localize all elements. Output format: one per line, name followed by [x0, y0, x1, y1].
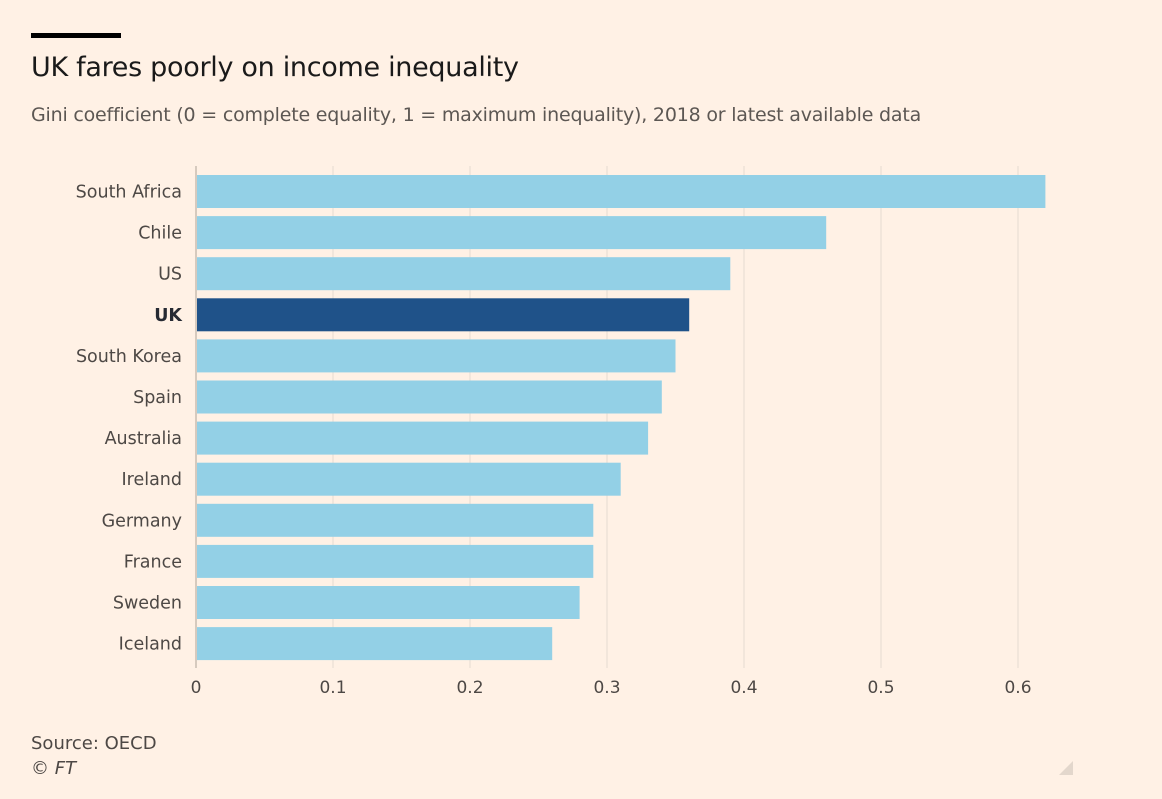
- copyright-credit: © FT: [31, 758, 77, 779]
- bar: [197, 298, 690, 332]
- category-label: Germany: [102, 511, 182, 531]
- x-tick-label: 0.2: [456, 678, 483, 698]
- category-label: France: [124, 552, 182, 572]
- bar-chart: South Africa Chile US UK South Korea Spain Aus…: [76, 166, 1046, 698]
- category-label: Iceland: [119, 635, 182, 655]
- bar: [197, 544, 594, 578]
- category-label: US: [158, 265, 182, 285]
- x-tick-label: 0.6: [1004, 678, 1031, 698]
- bar: [197, 421, 649, 455]
- bar: [197, 175, 1046, 208]
- category-label: Ireland: [121, 470, 182, 490]
- category-label: Spain: [133, 388, 182, 408]
- category-label: UK: [154, 306, 183, 326]
- chart-title: UK fares poorly on income inequality: [31, 52, 519, 83]
- source-note: Source: OECD: [31, 733, 157, 754]
- x-tick-label: 0.5: [867, 678, 894, 698]
- x-tick-label: 0.4: [730, 678, 757, 698]
- bar: [197, 586, 580, 619]
- category-label: Sweden: [113, 594, 182, 614]
- resize-handle-icon[interactable]: [1059, 761, 1073, 775]
- bar: [197, 257, 731, 291]
- category-label: Australia: [105, 429, 182, 449]
- x-tick-label: 0.3: [593, 678, 620, 698]
- bar: [197, 339, 676, 373]
- category-label: South Korea: [76, 347, 182, 367]
- x-tick-label: 0.1: [319, 678, 346, 698]
- header-rule: [31, 33, 121, 38]
- bar: [197, 216, 827, 250]
- bar: [197, 462, 621, 496]
- bar: [197, 380, 662, 414]
- bar: [197, 627, 553, 661]
- bar: [197, 503, 594, 537]
- category-label: Chile: [138, 224, 182, 244]
- category-label: South Africa: [76, 183, 182, 203]
- x-tick-label: 0: [191, 678, 202, 698]
- chart-subtitle: Gini coefficient (0 = complete equality,…: [31, 104, 922, 126]
